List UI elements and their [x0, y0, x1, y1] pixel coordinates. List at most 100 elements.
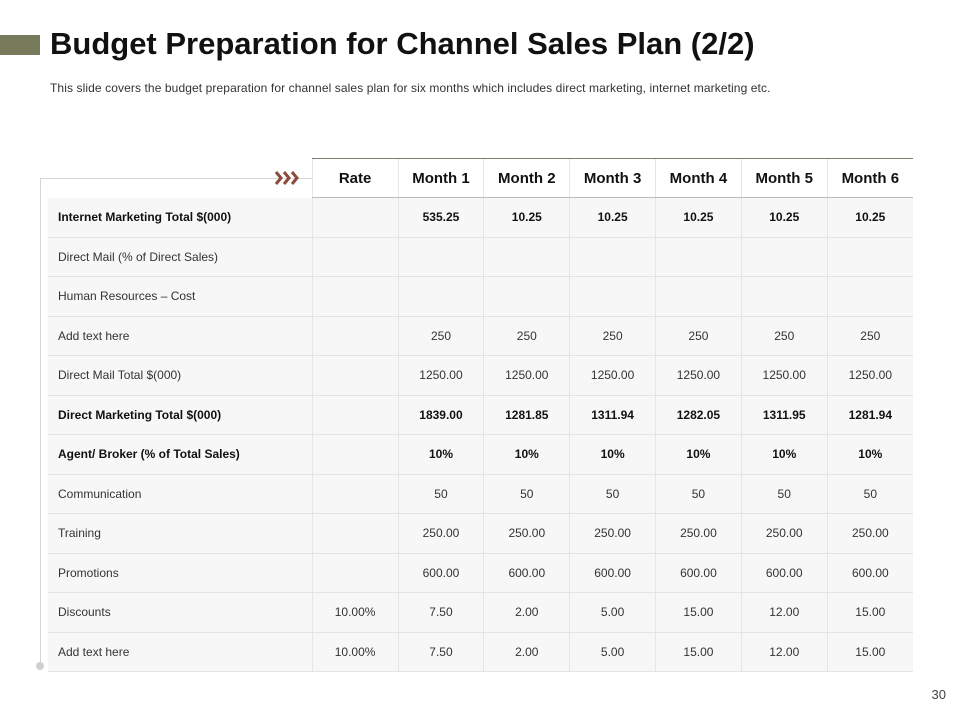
month-2-cell: 250.00 [483, 513, 570, 554]
month-1-cell: 600.00 [397, 553, 484, 593]
month-4-cell: 1250.00 [655, 355, 742, 396]
rate-cell [311, 316, 399, 356]
month-6-cell: 1250.00 [826, 355, 913, 396]
rate-cell: 10.00% [311, 632, 399, 672]
month-2-cell: 50 [483, 474, 570, 514]
table-row: Training 250.00 250.00 250.00 250.00 250.00 25… [48, 513, 913, 554]
rate-cell [311, 434, 399, 475]
month-5-cell: 10% [740, 434, 828, 475]
month-2-cell: 600.00 [483, 553, 570, 593]
month-1-cell [397, 276, 484, 317]
row-label: Communication [48, 474, 313, 514]
month-5-cell: 600.00 [740, 553, 828, 593]
month-3-cell: 5.00 [569, 632, 656, 672]
month-3-cell: 250 [569, 316, 656, 356]
month-1-cell: 535.25 [397, 197, 484, 238]
month-6-cell [826, 237, 913, 277]
month-4-cell [655, 237, 742, 277]
chevron-arrows-icon [274, 171, 299, 185]
table-row: Human Resources – Cost [48, 276, 913, 317]
table-row: Agent/ Broker (% of Total Sales) 10% 10% 10… [48, 434, 913, 475]
table-row: Promotions 600.00 600.00 600.00 600.00 600.00… [48, 553, 913, 593]
month-1-cell [397, 237, 484, 277]
rate-cell [311, 237, 399, 277]
rate-cell: 10.00% [311, 592, 399, 633]
table-row: Direct Mail (% of Direct Sales) [48, 237, 913, 277]
month-1-cell: 1839.00 [397, 395, 484, 435]
rate-cell [311, 553, 399, 593]
month-3-cell: 5.00 [569, 592, 656, 633]
rate-cell [311, 197, 399, 238]
month-2-cell: 2.00 [483, 592, 570, 633]
month-1-cell: 1250.00 [397, 355, 484, 396]
row-label: Direct Mail (% of Direct Sales) [48, 237, 313, 277]
month-3-cell [569, 237, 656, 277]
header-row: Rate Month 1 Month 2 Month 3 Month 4 Mon… [48, 158, 913, 198]
header-month-2: Month 2 [483, 158, 570, 198]
month-6-cell: 1281.94 [826, 395, 913, 435]
month-4-cell [655, 276, 742, 317]
title-accent-bar [0, 35, 40, 55]
row-label: Internet Marketing Total $(000) [48, 197, 313, 238]
rate-cell [311, 474, 399, 514]
month-5-cell [740, 276, 828, 317]
row-label: Add text here [48, 316, 313, 356]
header-month-5: Month 5 [740, 158, 828, 198]
month-2-cell: 1250.00 [483, 355, 570, 396]
row-label: Direct Mail Total $(000) [48, 355, 313, 396]
header-month-1: Month 1 [397, 158, 484, 198]
month-5-cell: 12.00 [740, 592, 828, 633]
slide-subtitle: This slide covers the budget preparation… [50, 81, 771, 95]
header-rate: Rate [311, 158, 399, 198]
decorative-frame-left [40, 178, 41, 667]
month-5-cell [740, 237, 828, 277]
month-3-cell [569, 276, 656, 317]
budget-table: Rate Month 1 Month 2 Month 3 Month 4 Mon… [48, 158, 913, 672]
month-1-cell: 10% [397, 434, 484, 475]
month-5-cell: 250.00 [740, 513, 828, 554]
row-label: Human Resources – Cost [48, 276, 313, 317]
month-1-cell: 7.50 [397, 592, 484, 633]
table-row: Internet Marketing Total $(000) 535.25 10.… [48, 197, 913, 238]
month-2-cell: 2.00 [483, 632, 570, 672]
month-1-cell: 7.50 [397, 632, 484, 672]
month-3-cell: 10.25 [569, 197, 656, 238]
month-6-cell: 15.00 [826, 632, 913, 672]
month-4-cell: 10.25 [655, 197, 742, 238]
month-5-cell: 10.25 [740, 197, 828, 238]
month-2-cell: 1281.85 [483, 395, 570, 435]
month-2-cell: 10.25 [483, 197, 570, 238]
table-row: Add text here 10.00% 7.50 2.00 5.00 15.00 12.0… [48, 632, 913, 672]
table-row: Communication 50 50 50 50 50 50 [48, 474, 913, 514]
row-label: Agent/ Broker (% of Total Sales) [48, 434, 313, 475]
row-label: Promotions [48, 553, 313, 593]
row-label: Training [48, 513, 313, 554]
month-6-cell: 250.00 [826, 513, 913, 554]
rate-cell [311, 513, 399, 554]
slide-title: Budget Preparation for Channel Sales Pla… [50, 26, 755, 61]
month-6-cell: 10.25 [826, 197, 913, 238]
month-6-cell: 10% [826, 434, 913, 475]
month-4-cell: 15.00 [655, 592, 742, 633]
month-2-cell: 10% [483, 434, 570, 475]
month-1-cell: 50 [397, 474, 484, 514]
row-label: Direct Marketing Total $(000) [48, 395, 313, 435]
month-4-cell: 10% [655, 434, 742, 475]
month-3-cell: 250.00 [569, 513, 656, 554]
month-6-cell [826, 276, 913, 317]
decorative-frame-dot [36, 662, 44, 670]
month-6-cell: 15.00 [826, 592, 913, 633]
rate-cell [311, 276, 399, 317]
page-number: 30 [931, 687, 946, 702]
month-4-cell: 50 [655, 474, 742, 514]
month-2-cell [483, 276, 570, 317]
month-4-cell: 600.00 [655, 553, 742, 593]
header-month-3: Month 3 [569, 158, 656, 198]
month-5-cell: 12.00 [740, 632, 828, 672]
month-3-cell: 10% [569, 434, 656, 475]
rate-cell [311, 355, 399, 396]
month-5-cell: 250 [740, 316, 828, 356]
month-1-cell: 250 [397, 316, 484, 356]
month-4-cell: 15.00 [655, 632, 742, 672]
month-6-cell: 50 [826, 474, 913, 514]
